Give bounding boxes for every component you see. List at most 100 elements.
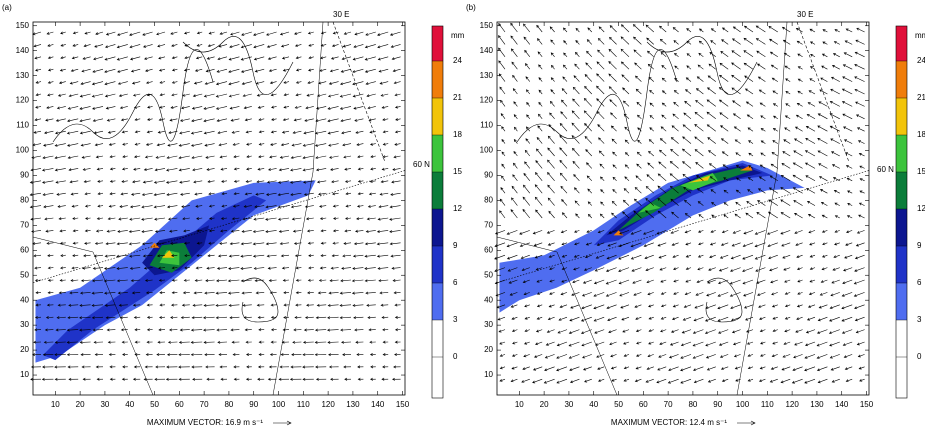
wind-arrow [574, 51, 580, 58]
panel-label: (a) [2, 3, 12, 12]
wind-arrow [797, 292, 803, 295]
wind-arrow [720, 138, 729, 144]
wind-arrow [94, 143, 104, 147]
wind-arrow [120, 328, 128, 332]
wind-arrow [784, 279, 791, 283]
wind-arrow [649, 115, 655, 120]
wind-arrow [670, 230, 679, 234]
wind-arrow [670, 137, 679, 144]
wind-arrow [561, 212, 568, 219]
wind-arrow [784, 329, 791, 333]
wind-arrow [290, 155, 302, 160]
wind-arrow [511, 354, 518, 357]
wind-arrow [624, 126, 630, 132]
wind-arrow [817, 138, 828, 144]
wind-arrow [30, 377, 42, 381]
wind-arrow [510, 304, 518, 308]
colorbar-label: 9 [453, 241, 458, 250]
wind-arrow [611, 212, 617, 219]
wind-arrow [842, 64, 853, 70]
x-tick-label: 90 [249, 400, 258, 409]
wind-arrow [822, 41, 828, 45]
wind-arrow [829, 101, 840, 107]
wind-arrow [166, 168, 178, 172]
wind-arrow [559, 172, 568, 181]
wind-arrow [377, 217, 389, 221]
wind-arrow [523, 23, 531, 33]
wind-arrow [796, 254, 803, 258]
wind-arrow [783, 341, 791, 345]
wind-arrow [330, 56, 339, 60]
wind-arrow [668, 366, 679, 372]
wind-arrow [855, 39, 865, 45]
wind-arrow [67, 118, 79, 123]
wind-arrow [672, 27, 679, 33]
wind-arrow [550, 77, 555, 82]
wind-arrow [66, 353, 79, 357]
wind-arrow [84, 241, 91, 245]
colorbar-segment [432, 283, 443, 320]
wind-arrow [637, 139, 642, 144]
plot-frame [32, 21, 406, 396]
wind-arrow [141, 242, 153, 246]
wind-arrow [571, 122, 580, 132]
wind-arrow [394, 340, 401, 344]
wind-arrow [227, 279, 240, 283]
wind-arrow [841, 292, 853, 297]
wind-arrow [632, 24, 642, 33]
wind-arrow [240, 279, 252, 283]
wind-arrow [810, 54, 816, 58]
wind-arrow [645, 267, 654, 272]
wind-arrow [661, 64, 667, 70]
wind-arrow [694, 149, 704, 157]
wind-arrow [522, 208, 531, 219]
wind-arrow [731, 62, 741, 70]
wind-arrow [217, 254, 228, 258]
wind-arrow [106, 328, 116, 332]
wind-arrow [216, 279, 228, 283]
wind-arrow [180, 316, 190, 320]
wind-arrow [270, 130, 277, 134]
wind-arrow [382, 118, 389, 121]
wind-arrow [785, 91, 791, 95]
wind-arrow [797, 53, 803, 58]
wind-arrow [501, 175, 506, 181]
wind-arrow [158, 118, 166, 122]
wind-arrow [356, 353, 364, 357]
wind-arrow [561, 242, 568, 246]
wind-arrow [660, 316, 667, 320]
wind-arrow [82, 56, 91, 60]
wind-arrow [769, 38, 778, 45]
wind-arrow [855, 114, 865, 120]
wind-arrow [792, 162, 803, 169]
wind-arrow [66, 130, 79, 135]
wind-arrow [159, 105, 166, 109]
wind-arrow [822, 242, 828, 246]
wind-arrow [807, 213, 816, 219]
wind-arrow [832, 177, 840, 182]
wind-arrow [255, 192, 265, 196]
wind-arrow [107, 340, 116, 344]
wind-arrow [671, 242, 679, 246]
wind-arrow [352, 254, 364, 258]
wind-arrow [196, 254, 203, 258]
wind-arrow [376, 242, 389, 246]
wind-arrow [130, 192, 141, 196]
wind-arrow [770, 64, 778, 70]
wind-arrow [586, 39, 593, 45]
wind-arrow [170, 241, 178, 245]
wind-arrow [204, 291, 215, 295]
wind-arrow [54, 168, 66, 172]
wind-arrow [355, 340, 364, 344]
wind-arrow [170, 106, 178, 109]
wind-arrow [169, 328, 178, 332]
y-tick-label: 110 [16, 121, 29, 130]
wind-arrow [794, 126, 803, 132]
x-tick-label: 10 [515, 400, 524, 409]
wind-arrow [621, 74, 630, 82]
wind-arrow [634, 378, 642, 383]
y-tick-label: 20 [20, 345, 29, 354]
wind-arrow [304, 316, 314, 320]
wind-arrow [597, 366, 605, 370]
wind-arrow [804, 378, 816, 384]
